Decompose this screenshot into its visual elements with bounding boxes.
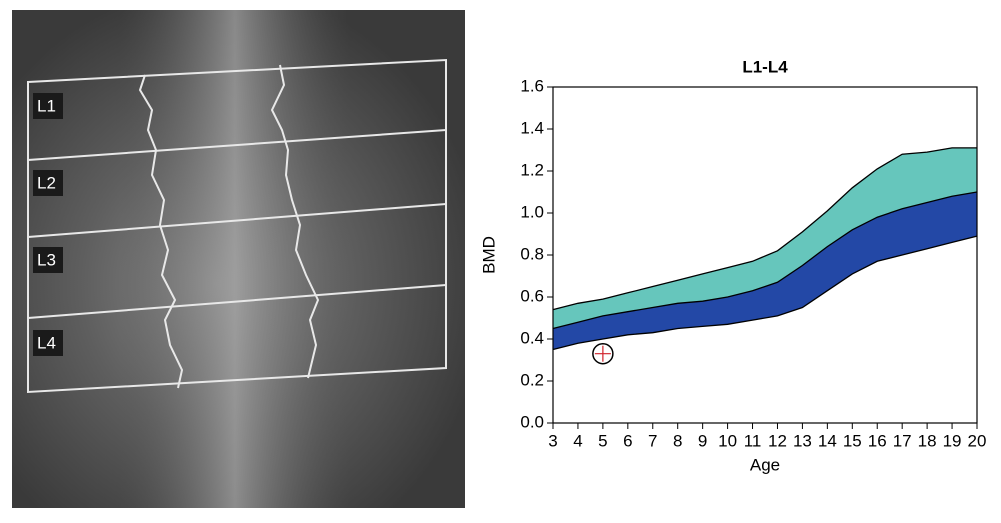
y-tick-label: 0.8 (520, 244, 544, 263)
chart-title: L1-L4 (742, 57, 788, 76)
page: L1 L2 L3 L4 L1-L4 Age BMD 0.0 0.2 0.4 0.6 0.8 1.0 1.2… (0, 0, 1001, 518)
y-tick-label: 0.2 (520, 370, 544, 389)
x-tick-label: 6 (623, 431, 632, 450)
level-label: L4 (37, 333, 56, 352)
x-tick-label: 13 (793, 431, 812, 450)
x-tick-label: 7 (648, 431, 657, 450)
y-tick-label: 1.0 (520, 202, 544, 221)
x-tick-label: 8 (673, 431, 682, 450)
x-tick-label: 11 (744, 431, 762, 450)
y-tick-label: 0.6 (520, 286, 544, 305)
x-tick-label: 18 (918, 431, 937, 450)
y-axis-label: BMD (479, 236, 498, 274)
x-tick-label: 12 (768, 431, 787, 450)
y-tick-label: 1.6 (520, 76, 544, 95)
xray-image (12, 10, 465, 508)
x-tick-label: 9 (698, 431, 707, 450)
x-tick-label: 20 (968, 431, 987, 450)
x-tick-label: 17 (893, 431, 912, 450)
level-label: L2 (37, 173, 56, 192)
level-label: L1 (37, 96, 56, 115)
x-tick-label: 5 (598, 431, 607, 450)
x-tick-label: 10 (718, 431, 737, 450)
x-tick-label: 3 (548, 431, 557, 450)
y-tick-label: 0.0 (520, 412, 544, 431)
y-tick-label: 1.2 (520, 160, 544, 179)
y-tick-label: 0.4 (520, 328, 544, 347)
y-tick-label: 1.4 (520, 118, 544, 137)
plot-frame (553, 87, 977, 423)
level-label: L3 (37, 250, 56, 269)
x-tick-label: 14 (818, 431, 837, 450)
x-tick-label: 4 (573, 431, 582, 450)
patient-marker (593, 344, 613, 364)
x-tick-label: 15 (843, 431, 862, 450)
x-axis-label: Age (750, 455, 780, 474)
x-tick-label: 16 (868, 431, 887, 450)
x-tick-label: 19 (943, 431, 962, 450)
